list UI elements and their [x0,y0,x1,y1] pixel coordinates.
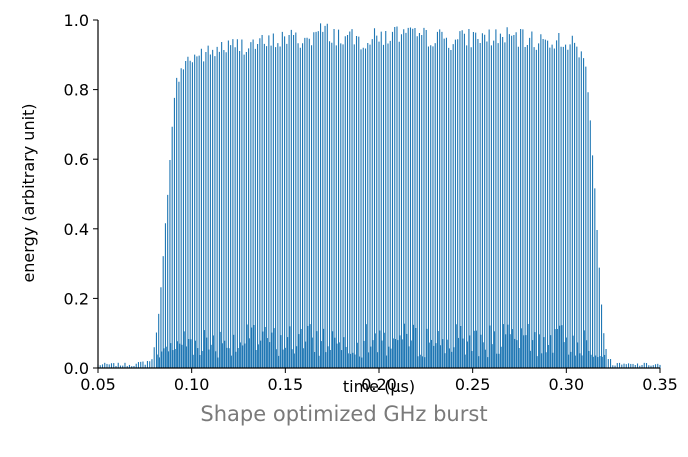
y-axis-label: energy (arbitrary unit) [19,103,38,282]
x-tick-label: 0.30 [549,375,585,394]
x-tick-label: 0.25 [455,375,491,394]
pulse-baseline-band [156,323,606,368]
x-tick-label: 0.10 [174,375,210,394]
y-tick-label: 0.2 [64,289,89,308]
y-tick-label: 0.4 [64,220,89,239]
y-tick-label: 1.0 [64,11,89,30]
x-tick-label: 0.05 [80,375,116,394]
energy-chart: 0.05 0.10 0.15 0.20 0.25 0.30 0.35 0.00.20.40.… [19,11,678,396]
figure-caption: Shape optimized GHz burst [200,402,488,426]
x-axis-label: time (µs) [343,377,415,396]
x-tick-label: 0.15 [268,375,304,394]
pulse-train [97,23,661,368]
x-tick-label: 0.20 [361,375,397,394]
x-ticks: 0.05 0.10 0.15 0.20 0.25 0.30 0.35 [80,368,678,394]
y-tick-label: 0.8 [64,81,89,100]
y-tick-label: 0.0 [64,359,89,378]
x-tick-label: 0.35 [642,375,678,394]
y-tick-label: 0.6 [64,150,89,169]
y-ticks: 0.0 0.2 0.4 0.6 0.8 1.0 [64,11,98,378]
